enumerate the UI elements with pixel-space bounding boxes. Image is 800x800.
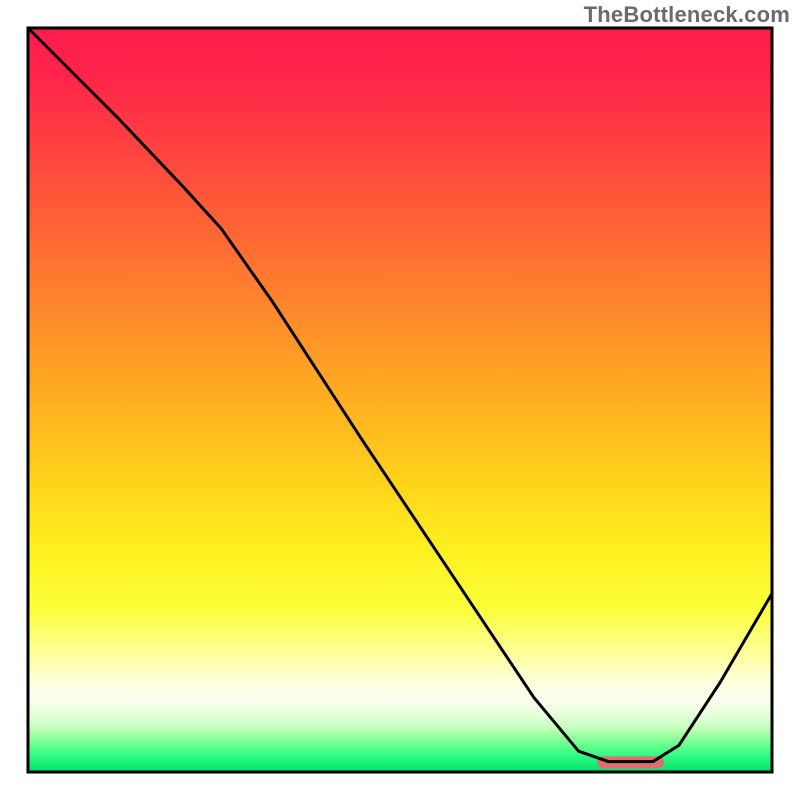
watermark-text: TheBottleneck.com <box>584 2 790 28</box>
bottleneck-chart <box>0 0 800 800</box>
chart-container: TheBottleneck.com <box>0 0 800 800</box>
